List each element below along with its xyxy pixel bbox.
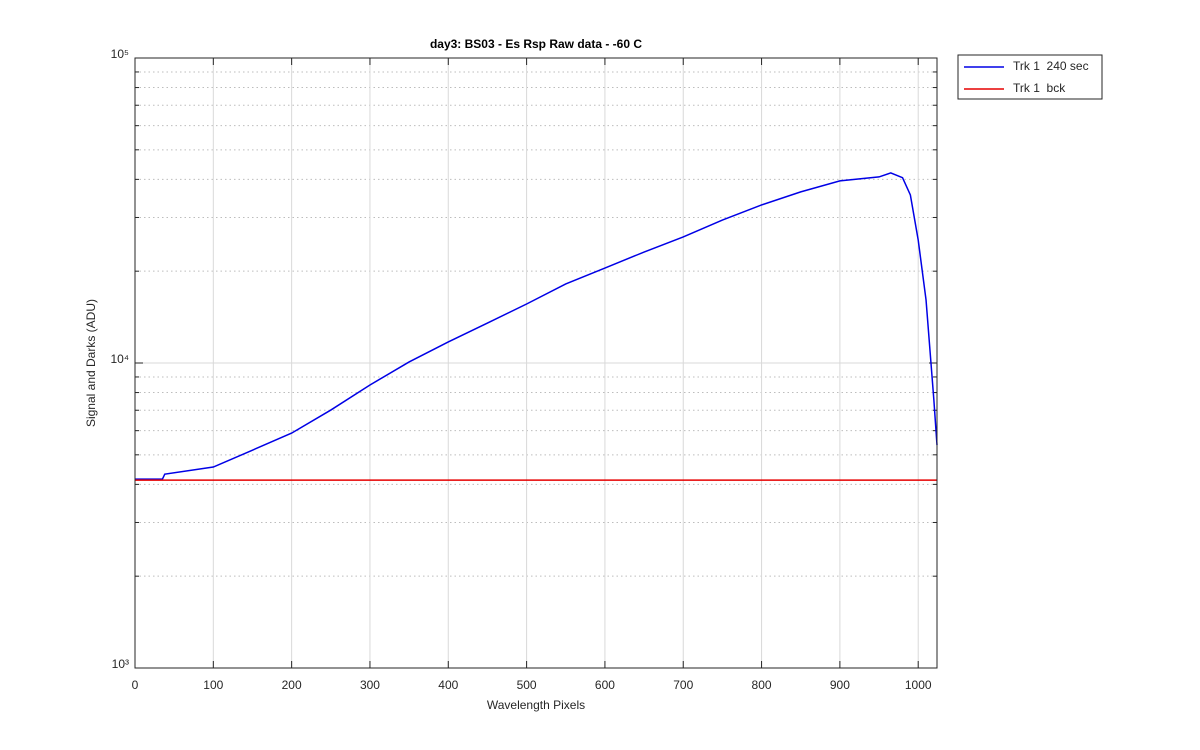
legend-label: Trk 1 bck bbox=[1013, 81, 1066, 95]
y-tick-label: 10³ bbox=[112, 657, 129, 671]
y-axis-label: Signal and Darks (ADU) bbox=[84, 299, 98, 427]
x-tick-label: 300 bbox=[360, 678, 380, 692]
chart-title: day3: BS03 - Es Rsp Raw data - -60 C bbox=[430, 37, 642, 51]
legend-box bbox=[957, 54, 1103, 100]
axes-box bbox=[134, 57, 938, 669]
x-tick-label: 900 bbox=[830, 678, 850, 692]
x-tick-label: 600 bbox=[595, 678, 615, 692]
x-tick-label: 800 bbox=[752, 678, 772, 692]
y-tick-label: 10⁴ bbox=[110, 352, 129, 366]
x-axis-label: Wavelength Pixels bbox=[487, 698, 585, 712]
x-tick-label: 500 bbox=[517, 678, 537, 692]
x-tick-label: 100 bbox=[203, 678, 223, 692]
y-tick-label: 10⁵ bbox=[111, 47, 129, 61]
legend-label: Trk 1 240 sec bbox=[1013, 59, 1089, 73]
x-tick-label: 1000 bbox=[905, 678, 932, 692]
x-tick-label: 700 bbox=[673, 678, 693, 692]
x-tick-label: 200 bbox=[282, 678, 302, 692]
data-line bbox=[135, 172, 938, 480]
x-tick-label: 400 bbox=[438, 678, 458, 692]
x-tick-label: 0 bbox=[132, 678, 139, 692]
